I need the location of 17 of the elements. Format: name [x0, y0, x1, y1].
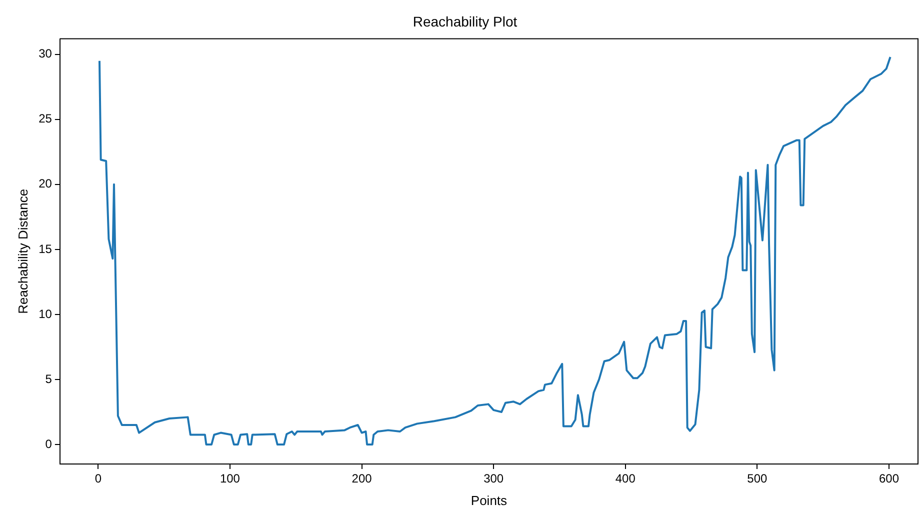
x-tick-label: 500 — [747, 472, 768, 486]
x-tick-label: 200 — [352, 472, 372, 486]
x-tick-label: 600 — [878, 472, 900, 486]
y-tick-label: 10 — [38, 306, 52, 321]
y-tick-label: 20 — [38, 176, 52, 191]
x-tick-label: 300 — [484, 472, 504, 486]
x-tick-label: 100 — [220, 472, 240, 486]
chart-title: Reachability Plot — [412, 13, 518, 30]
y-tick-label: 0 — [45, 436, 52, 451]
x-tick-label: 400 — [615, 472, 636, 486]
x-tick-label: 0 — [94, 472, 102, 486]
y-tick-label: 25 — [38, 112, 52, 126]
y-tick-label: 15 — [38, 242, 52, 256]
y-tick-label: 5 — [45, 372, 52, 386]
x-axis-title: Points — [470, 492, 508, 508]
y-tick-label: 30 — [38, 46, 52, 61]
y-axis-title: Reachability Distance — [15, 188, 30, 314]
